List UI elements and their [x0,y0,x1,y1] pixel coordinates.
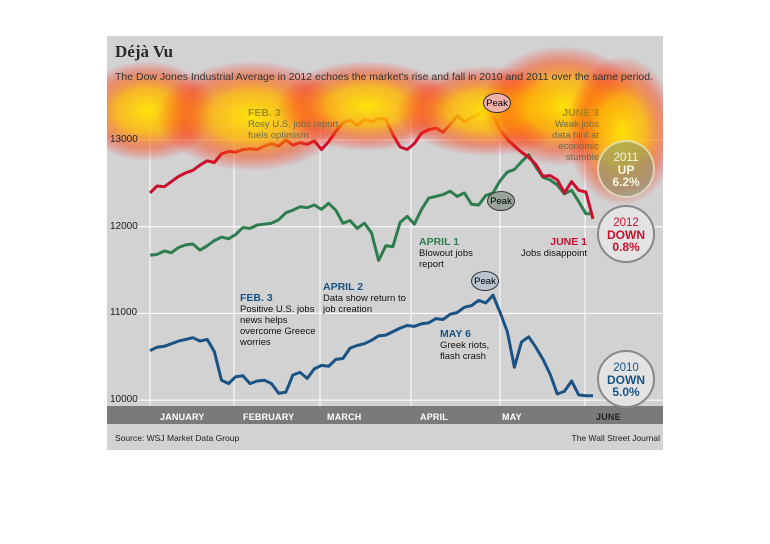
annotation-feb3-2010-head: FEB. 3 [240,292,273,304]
annotation-feb3-2012-body: Rosy U.S. jobs report fuels optimism [248,119,339,141]
month-label-march: MARCH [327,412,362,422]
badge-2011-year: 2011 [613,152,639,164]
badge-2010-dir: DOWN [607,373,645,387]
month-label-april: APRIL [420,412,448,422]
badge-2010: 2010 DOWN 5.0% [597,350,655,408]
peak-marker-2010: Peak [471,271,499,291]
annotation-june1-head: JUNE 1 [550,236,587,248]
badge-2012-dir: DOWN [607,228,645,242]
y-tick-13000: 13000 [110,134,138,145]
y-tick-11000: 11000 [110,307,138,318]
annotation-june1: JUNE 1 Jobs disappoint [512,236,587,260]
month-label-may: MAY [502,412,522,422]
badge-2011-dir: UP [617,163,635,177]
annotation-may6: MAY 6 Greek riots, flash crash [440,328,505,363]
annotation-may6-head: MAY 6 [440,328,471,340]
badge-2012-year: 2012 [613,217,639,229]
chart-subtitle: The Dow Jones Industrial Average in 2012… [115,71,654,83]
annotation-feb3-2012: FEB. 3 Rosy U.S. jobs report fuels optim… [248,107,348,142]
peak-marker-2012: Peak [483,93,511,113]
peak-marker-2011: Peak [487,191,515,211]
month-label-june: JUNE [596,412,621,422]
annotation-april2-body: Data show return to job creation [323,293,406,315]
y-tick-12000: 12000 [110,221,138,232]
month-label-january: JANUARY [160,412,205,422]
annotation-feb3-2012-head: FEB. 3 [248,107,281,119]
annotation-feb3-2010: FEB. 3 Positive U.S. jobs news helps ove… [240,292,322,349]
annotation-june3-2011-head: JUNE 3 [562,107,599,119]
annotation-april1-head: APRIL 1 [419,236,460,248]
annotation-june1-body: Jobs disappoint [520,248,587,259]
y-tick-10000: 10000 [110,394,138,405]
annotation-feb3-2010-body: Positive U.S. jobs news helps overcome G… [240,304,316,348]
annotation-april2-head: APRIL 2 [323,281,364,293]
annotation-april1-body: Blowout jobs report [419,248,473,270]
month-axis-bar [107,406,663,424]
series-line-2010 [149,293,593,398]
series-line-2011 [149,153,593,262]
badge-2012: 2012 DOWN 0.8% [597,205,655,263]
chart-plot [107,46,663,424]
annotation-april2: APRIL 2 Data show return to job creation [323,281,415,316]
annotation-june3-2011-body: Weak jobs data hint at economic stumble [551,119,599,163]
annotation-june3-2011: JUNE 3 Weak jobs data hint at economic s… [543,107,599,164]
credit-note: The Wall Street Journal [571,433,661,443]
badge-2012-pct: 0.8% [612,240,640,254]
badge-2010-year: 2010 [613,362,639,374]
annotation-april1: APRIL 1 Blowout jobs report [419,236,489,271]
source-note: Source: WSJ Market Data Group [115,433,240,443]
annotation-may6-body: Greek riots, flash crash [440,340,490,362]
chart-panel [107,36,663,450]
month-label-february: FEBRUARY [243,412,295,422]
chart-title: Déjà Vu [115,42,174,61]
badge-2010-pct: 5.0% [612,385,640,399]
badge-2011-pct: 6.2% [612,175,640,189]
badge-2011: 2011 UP 6.2% [597,140,655,198]
